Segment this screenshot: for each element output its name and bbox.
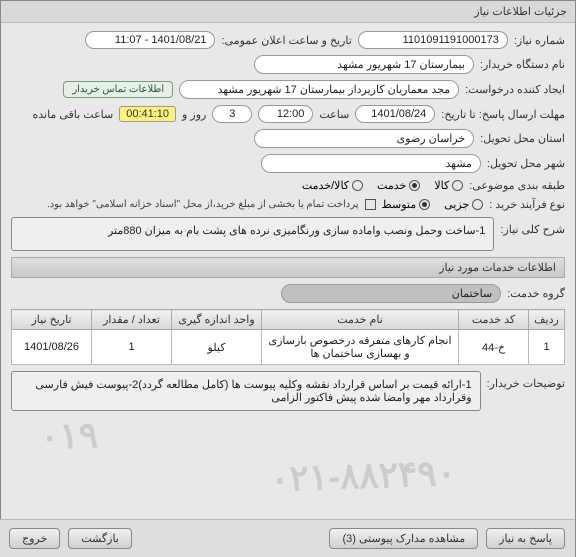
- col-name: نام خدمت: [262, 310, 459, 330]
- city-field: مشهد: [261, 154, 481, 173]
- col-row: ردیف: [529, 310, 565, 330]
- requester-field: مجد معماریان کاریرداز بیمارستان 17 شهریو…: [179, 80, 459, 99]
- need-details-window: جزئیات اطلاعات نیاز شماره نیاز: 11010911…: [0, 0, 576, 557]
- class-both-option[interactable]: کالا/خدمت: [302, 179, 363, 192]
- cell-idx: 1: [529, 330, 565, 365]
- requester-label: ایجاد کننده درخواست:: [465, 83, 565, 96]
- attachments-button[interactable]: مشاهده مدارک پیوستی (3): [329, 528, 478, 549]
- remain-label: ساعت باقی مانده: [32, 108, 113, 121]
- cell-qty: 1: [92, 330, 172, 365]
- service-group-label: گروه خدمت:: [507, 287, 565, 300]
- need-no-field: 1101091191000173: [358, 31, 508, 49]
- services-section-header: اطلاعات خدمات مورد نیاز: [11, 257, 565, 278]
- respond-button[interactable]: پاسخ به نیاز: [486, 528, 565, 549]
- countdown-box: 00:41:10: [119, 106, 176, 122]
- purchase-type-label: نوع فرآیند خرید :: [489, 198, 565, 211]
- announce-label: تاریخ و ساعت اعلان عمومی:: [221, 34, 351, 47]
- cell-date: 1401/08/26: [12, 330, 92, 365]
- col-unit: واحد اندازه گیری: [172, 310, 262, 330]
- notes-label: توضیحات خریدار:: [487, 371, 565, 390]
- class-goods-option[interactable]: کالا: [434, 179, 463, 192]
- col-code: کد خدمت: [459, 310, 529, 330]
- need-no-label: شماره نیاز:: [514, 34, 565, 47]
- pt-minor-option[interactable]: جزیی: [444, 198, 483, 211]
- deadline-time-field: 12:00: [258, 105, 313, 123]
- col-date: تاریخ نیاز: [12, 310, 92, 330]
- days-field: 3: [212, 105, 252, 123]
- buyer-org-field: بیمارستان 17 شهریور مشهد: [254, 55, 474, 74]
- treasury-checkbox[interactable]: [365, 199, 376, 210]
- pt-medium-option[interactable]: متوسط: [382, 198, 431, 211]
- contact-buyer-button[interactable]: اطلاعات تماس خریدار: [63, 81, 173, 98]
- cell-unit: کیلو: [172, 330, 262, 365]
- class-service-option[interactable]: خدمت: [377, 179, 420, 192]
- announce-field: 1401/08/21 - 11:07: [85, 31, 215, 49]
- table-row[interactable]: 1 خ-44 انجام کارهای متفرقه درخصوص بازساز…: [12, 330, 565, 365]
- service-group-field: ساختمان: [281, 284, 501, 303]
- exit-button[interactable]: خروج: [9, 528, 60, 549]
- services-table: ردیف کد خدمت نام خدمت واحد اندازه گیری ت…: [11, 309, 565, 365]
- desc-box: 1-ساخت وحمل ونصب واماده سازی ورنگامیزی ن…: [11, 217, 494, 251]
- watermark-1: ۰۲۱-۸۸۲۴۹۰: [269, 452, 456, 500]
- content-area: شماره نیاز: 1101091191000173 تاریخ و ساع…: [1, 23, 575, 425]
- deadline-date-field: 1401/08/24: [355, 105, 435, 123]
- city-label: شهر محل تحویل:: [487, 157, 565, 170]
- days-label: روز و: [182, 108, 206, 121]
- col-qty: تعداد / مقدار: [92, 310, 172, 330]
- cell-name: انجام کارهای متفرقه درخصوص بازسازی و بهس…: [262, 330, 459, 365]
- desc-label: شرح کلی نیاز:: [500, 217, 565, 236]
- window-title: جزئیات اطلاعات نیاز: [1, 1, 575, 23]
- classification-radio-group: کالا خدمت کالا/خدمت: [302, 179, 463, 192]
- class-label: طبقه بندی موضوعی:: [469, 179, 565, 192]
- purchase-type-radio-group: جزیی متوسط: [382, 198, 484, 211]
- time-label: ساعت: [319, 108, 349, 121]
- province-field: خراسان رضوی: [254, 129, 474, 148]
- back-button[interactable]: بازگشت: [68, 528, 132, 549]
- cell-code: خ-44: [459, 330, 529, 365]
- notes-box: 1-ارائه قیمت بر اساس قرارداد نقشه وکلیه …: [11, 371, 481, 411]
- buyer-org-label: نام دستگاه خریدار:: [480, 58, 565, 71]
- deadline-label: مهلت ارسال پاسخ: تا تاریخ:: [441, 108, 565, 121]
- treasury-note: پرداخت تمام یا بخشی از مبلغ خرید،از محل …: [47, 199, 359, 210]
- province-label: استان محل تحویل:: [480, 132, 565, 145]
- bottom-toolbar: پاسخ به نیاز مشاهده مدارک پیوستی (3) باز…: [0, 519, 575, 557]
